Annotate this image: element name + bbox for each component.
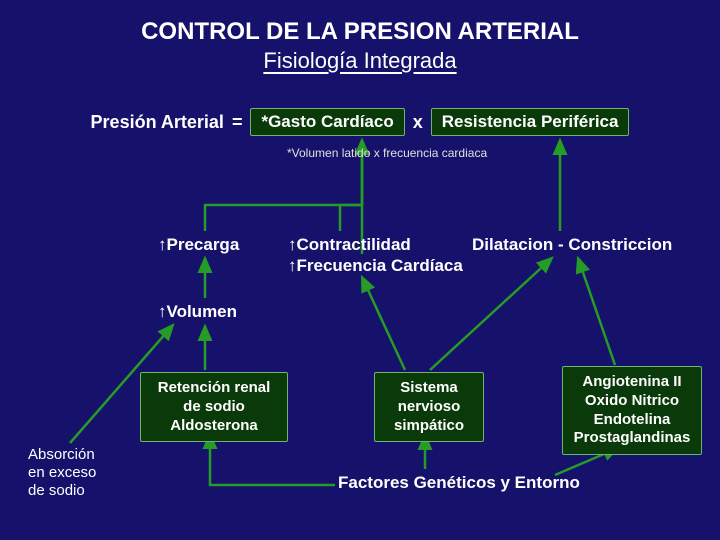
eq-equals: = <box>232 112 243 133</box>
up-arrow-icon: ↑ <box>288 235 297 254</box>
eq-term1-box: *Gasto Cardíaco <box>250 108 404 136</box>
box-renal: Retención renalde sodioAldosterona <box>140 372 288 442</box>
label-genetic: Factores Genéticos y Entorno <box>338 473 580 493</box>
renal-text: Retención renalde sodioAldosterona <box>158 379 271 434</box>
label-precarga: ↑Precarga <box>158 235 239 255</box>
box-sns: Sistemanerviososimpático <box>374 372 484 442</box>
sns-text: Sistemanerviososimpático <box>394 379 464 434</box>
label-volumen: ↑Volumen <box>158 302 237 322</box>
page-title: CONTROL DE LA PRESION ARTERIAL <box>0 0 720 46</box>
page-subtitle: Fisiología Integrada <box>0 48 720 74</box>
equation-footnote: *Volumen latido x frecuencia cardiaca <box>287 146 487 160</box>
equation-row: Presión Arterial = *Gasto Cardíaco x Res… <box>0 108 720 136</box>
label-dilatacion: Dilatacion - Constriccion <box>472 235 672 255</box>
eq-lhs: Presión Arterial <box>91 112 224 133</box>
box-vasoactive: Angiotenina IIOxido NitricoEndotelinaPro… <box>562 366 702 455</box>
label-absorcion: Absorciónen excesode sodio <box>28 446 96 500</box>
up-arrow-icon: ↑ <box>158 302 167 321</box>
eq-op: x <box>413 112 423 133</box>
up-arrow-icon: ↑ <box>158 235 167 254</box>
label-frecuencia: ↑Frecuencia Cardíaca <box>288 256 463 276</box>
contractilidad-text: Contractilidad <box>297 235 411 254</box>
volumen-text: Volumen <box>167 302 238 321</box>
vaso-text: Angiotenina IIOxido NitricoEndotelinaPro… <box>574 373 691 446</box>
frecuencia-text: Frecuencia Cardíaca <box>297 256 463 275</box>
up-arrow-icon: ↑ <box>288 256 297 275</box>
label-contractilidad: ↑Contractilidad <box>288 235 411 255</box>
eq-term2-box: Resistencia Periférica <box>431 108 630 136</box>
precarga-text: Precarga <box>167 235 240 254</box>
